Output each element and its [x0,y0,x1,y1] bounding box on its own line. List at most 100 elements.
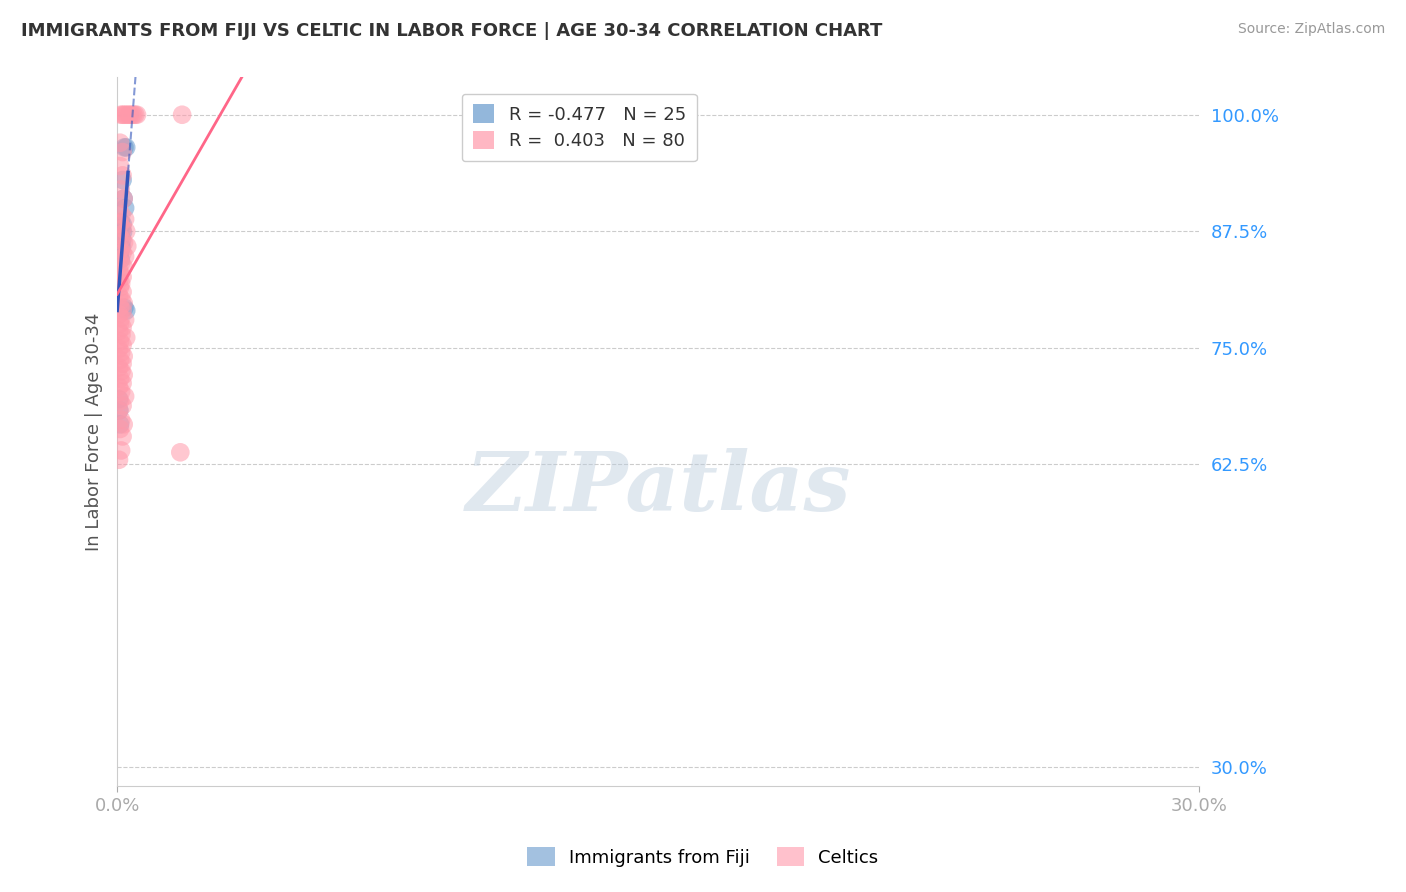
Point [108,371,131,385]
Point [110,443,132,458]
Text: Source: ZipAtlas.com: Source: ZipAtlas.com [1237,22,1385,37]
Point [111,233,134,247]
Point [110,364,132,378]
Point [112,108,135,122]
Point [108,227,131,242]
Point [121,108,143,122]
Point [110,384,132,399]
Point [108,244,131,259]
Point [108,288,131,302]
Point [111,285,134,299]
Point [108,403,131,417]
Point [108,159,131,173]
Point [114,201,136,215]
Point [111,225,134,239]
Point [112,349,135,363]
Point [172,108,194,122]
Point [108,342,131,356]
Point [108,403,131,417]
Point [110,412,132,426]
Point [112,235,135,250]
Point [108,229,131,244]
Point [108,136,131,150]
Point [114,250,136,264]
Point [108,273,131,287]
Point [117,108,139,122]
Point [114,313,136,327]
Point [111,240,134,254]
Point [110,238,132,252]
Text: ZIPatlas: ZIPatlas [465,449,851,528]
Point [112,301,135,315]
Point [108,394,131,409]
Point [111,357,134,371]
Point [169,445,191,459]
Point [108,353,131,368]
Point [111,303,134,318]
Text: IMMIGRANTS FROM FIJI VS CELTIC IN LABOR FORCE | AGE 30-34 CORRELATION CHART: IMMIGRANTS FROM FIJI VS CELTIC IN LABOR … [21,22,883,40]
Point [108,300,131,314]
Point [112,192,135,206]
Point [111,376,134,391]
Point [112,296,135,310]
Point [110,207,132,221]
Point [110,223,132,237]
Point [110,311,132,326]
Point [124,108,146,122]
Point [110,232,132,246]
Y-axis label: In Labor Force | Age 30-34: In Labor Force | Age 30-34 [86,312,103,551]
Point [111,145,134,159]
Point [111,399,134,413]
Point [108,360,131,375]
Point [114,212,136,227]
Point [112,192,135,206]
Point [110,252,132,267]
Point [107,242,129,256]
Point [108,307,131,321]
Point [108,280,131,294]
Point [108,242,131,256]
Point [110,215,132,229]
Point [108,417,131,432]
Point [110,293,132,307]
Legend: Immigrants from Fiji, Celtics: Immigrants from Fiji, Celtics [520,840,886,874]
Point [108,452,131,467]
Point [111,173,134,187]
Point [108,380,131,394]
Point [108,221,131,235]
Point [125,108,148,122]
Point [112,368,135,382]
Point [112,260,135,274]
Point [115,330,138,344]
Point [111,245,134,260]
Point [111,169,134,183]
Point [111,217,134,231]
Point [108,324,131,338]
Point [115,140,138,154]
Point [111,221,134,235]
Point [111,320,134,334]
Point [110,231,132,245]
Point [108,252,131,267]
Point [108,266,131,280]
Point [115,108,138,122]
Point [114,389,136,403]
Point [108,201,131,215]
Point [111,270,134,285]
Point [117,239,139,253]
Point [108,262,131,277]
Point [110,256,132,270]
Point [108,250,131,264]
Point [108,217,131,231]
Point [110,182,132,196]
Point [111,429,134,443]
Point [108,235,131,250]
Point [111,338,134,352]
Point [112,140,135,154]
Point [108,317,131,331]
Point [122,108,145,122]
Point [112,417,135,432]
Point [111,108,134,122]
Point [108,392,131,406]
Point [108,334,131,349]
